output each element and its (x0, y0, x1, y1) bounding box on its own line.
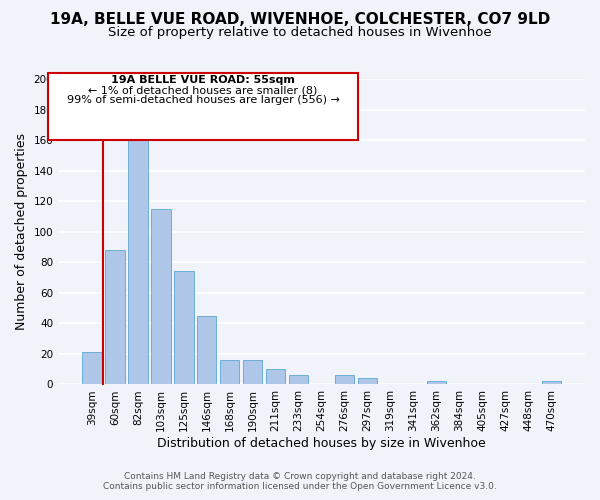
Text: 19A, BELLE VUE ROAD, WIVENHOE, COLCHESTER, CO7 9LD: 19A, BELLE VUE ROAD, WIVENHOE, COLCHESTE… (50, 12, 550, 28)
Bar (105, 250, 125, 384)
Bar (358, 378, 377, 384)
Bar (151, 209, 170, 384)
Bar (220, 360, 239, 384)
Bar (542, 382, 561, 384)
Bar (266, 369, 286, 384)
Bar (335, 376, 355, 384)
Bar (427, 382, 446, 384)
Bar (82, 352, 101, 384)
Bar (197, 316, 217, 384)
Bar (128, 131, 148, 384)
Y-axis label: Number of detached properties: Number of detached properties (15, 133, 28, 330)
Bar (174, 272, 194, 384)
X-axis label: Distribution of detached houses by size in Wivenhoe: Distribution of detached houses by size … (157, 437, 486, 450)
Text: 19A BELLE VUE ROAD: 55sqm: 19A BELLE VUE ROAD: 55sqm (111, 76, 295, 86)
Text: Contains HM Land Registry data © Crown copyright and database right 2024.: Contains HM Land Registry data © Crown c… (124, 472, 476, 481)
Text: ← 1% of detached houses are smaller (8): ← 1% of detached houses are smaller (8) (88, 86, 318, 96)
Text: Size of property relative to detached houses in Wivenhoe: Size of property relative to detached ho… (108, 26, 492, 39)
Text: 99% of semi-detached houses are larger (556) →: 99% of semi-detached houses are larger (… (67, 96, 340, 106)
Text: Contains public sector information licensed under the Open Government Licence v3: Contains public sector information licen… (103, 482, 497, 491)
Bar (289, 376, 308, 384)
Bar (243, 360, 262, 384)
